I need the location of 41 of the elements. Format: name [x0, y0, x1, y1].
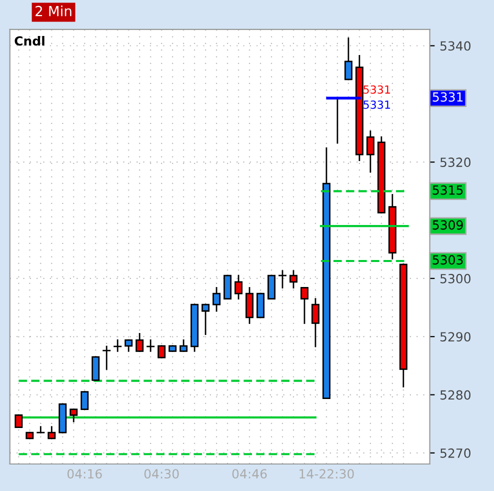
candlestick [246, 287, 254, 324]
candlestick [300, 287, 308, 324]
candlestick [344, 37, 352, 80]
y-tick-label: 5320 [440, 158, 470, 168]
candlestick [212, 287, 221, 312]
x-tick-label: 04:16 [67, 469, 102, 479]
candlestick [268, 274, 276, 300]
ref-line-label: 5309 [432, 220, 463, 230]
candlestick [158, 345, 166, 358]
candlestick [102, 346, 111, 370]
candlestick [124, 339, 133, 352]
candlestick [36, 426, 45, 434]
candlestick [202, 304, 210, 335]
x-tick-label: 14-22:30 [300, 469, 354, 479]
ref-line-label: 5315 [432, 185, 463, 195]
annotation: 5331 [364, 85, 390, 94]
candlestick [48, 426, 56, 440]
ref-line-label: 5331 [364, 100, 390, 109]
text: 5331 [432, 92, 463, 102]
candlestick [92, 356, 100, 381]
candlestick [136, 333, 144, 352]
candlestick [14, 414, 23, 428]
candlestick [80, 391, 89, 410]
y-tick-label: 5290 [440, 332, 470, 342]
chart-title: 2 Min [36, 6, 72, 16]
candlestick [289, 270, 298, 288]
annotation: Cndl [14, 36, 44, 46]
candlestick [224, 274, 232, 300]
candlestick [70, 408, 78, 422]
candlestick [311, 298, 320, 348]
y-tick-label: 5300 [440, 274, 470, 284]
candlestick [234, 274, 243, 300]
x-tick-label: 04:30 [144, 469, 179, 479]
y-tick-label: 5340 [440, 41, 470, 51]
candlestick [180, 339, 188, 352]
candlestick [256, 292, 264, 318]
y-tick-label: 5270 [440, 448, 470, 458]
x-tick-label: 04:46 [232, 469, 267, 479]
y-tick-label: 5280 [440, 390, 470, 400]
candlestick [366, 130, 374, 173]
ref-line-label: 5303 [432, 255, 463, 265]
